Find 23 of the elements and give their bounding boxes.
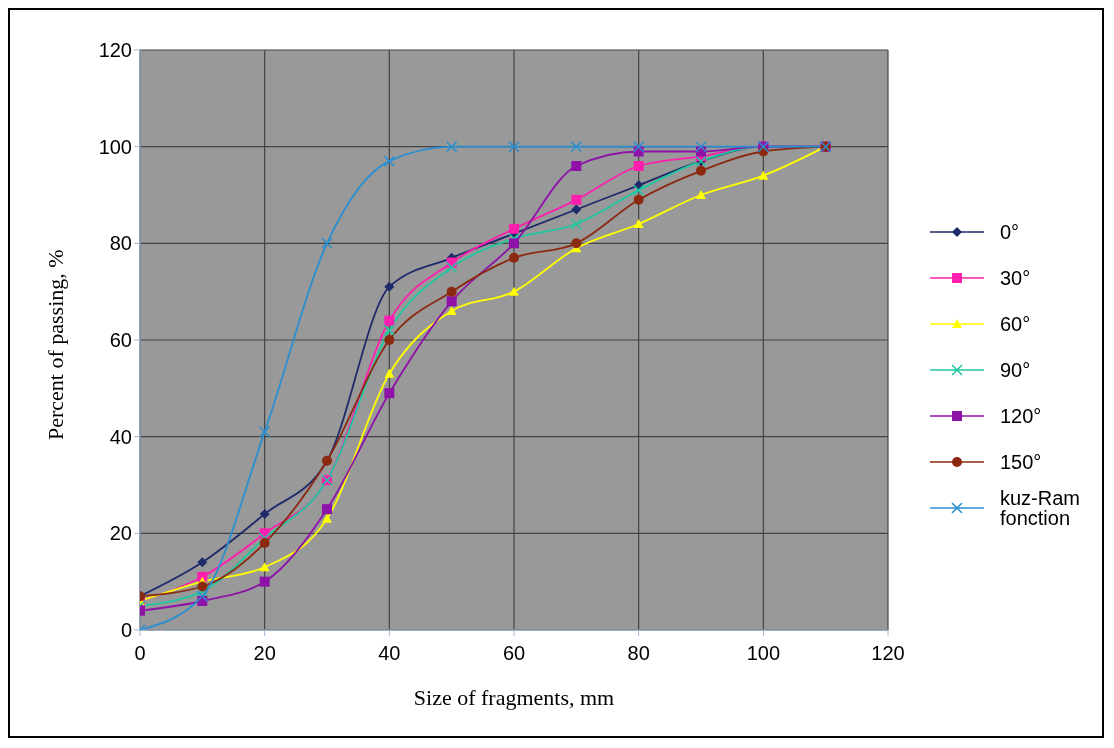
y-tick-label: 100	[98, 135, 132, 158]
legend-label: 150°	[1000, 451, 1042, 473]
y-tick-label: 40	[109, 425, 132, 448]
y-tick-label: 120	[98, 39, 132, 62]
x-axis-title: Size of fragments, mm	[413, 685, 615, 710]
y-axis-title: Percent of passing, %	[42, 249, 68, 440]
y-tick-label: 20	[109, 522, 132, 545]
x-tick-label: 0	[134, 642, 146, 665]
y-tick-label: 0	[120, 619, 132, 642]
legend-label: kuz-Ram fonction	[1000, 487, 1081, 529]
x-tick-label: 80	[627, 642, 650, 665]
x-tick-label: 100	[746, 642, 781, 665]
x-tick-label: 40	[378, 642, 401, 665]
legend-label: 0°	[1000, 221, 1020, 243]
x-tick-label: 20	[253, 642, 276, 665]
legend-label: 60°	[1000, 313, 1031, 335]
x-tick-label: 60	[502, 642, 526, 665]
x-tick-label: 120	[871, 642, 905, 665]
legend-label: 90°	[1000, 359, 1031, 381]
legend-label: 120°	[1000, 405, 1042, 427]
y-tick-label: 60	[109, 329, 132, 352]
legend-label: 30°	[1000, 267, 1031, 289]
y-tick-label: 80	[109, 232, 132, 255]
